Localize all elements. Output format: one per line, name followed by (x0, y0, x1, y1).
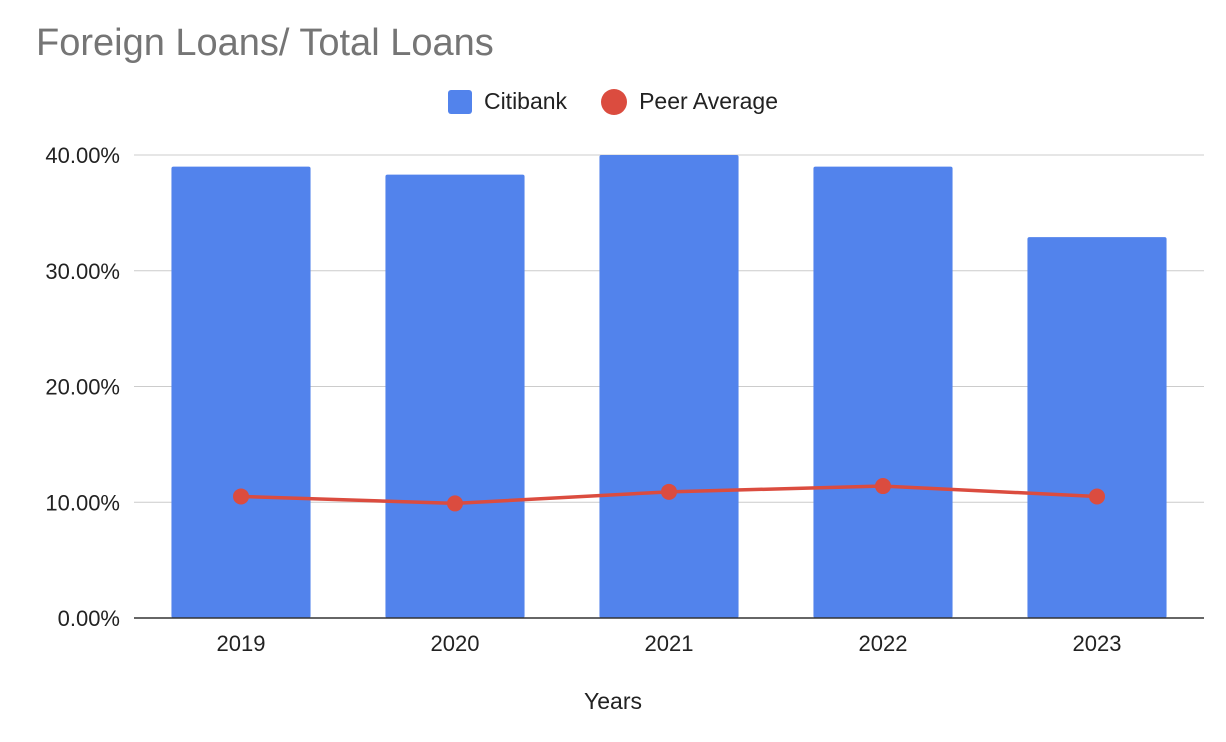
bar-citibank (171, 166, 311, 618)
bar-citibank (1027, 237, 1167, 618)
x-tick-label: 2020 (431, 631, 480, 656)
legend-label-citibank: Citibank (483, 88, 568, 114)
legend-item-citibank[interactable]: Citibank (447, 88, 568, 115)
y-tick-label: 0.00% (58, 606, 120, 631)
bar-citibank (599, 155, 739, 618)
x-axis-label: Years (584, 688, 642, 714)
y-tick-label: 10.00% (45, 490, 120, 515)
point-peer-average (661, 483, 677, 500)
x-tick-label: 2023 (1073, 631, 1122, 656)
legend-swatch-citibank (447, 89, 472, 114)
legend-item-peer-average[interactable]: Peer Average (601, 88, 778, 115)
bar-citibank (813, 166, 953, 618)
bar-citibank (385, 174, 525, 619)
legend-swatch-peer-average (601, 88, 628, 115)
x-tick-label: 2019 (217, 631, 266, 656)
y-tick-label: 20.00% (45, 375, 120, 400)
x-tick-label: 2021 (645, 631, 694, 656)
y-tick-label: 30.00% (45, 259, 120, 284)
point-peer-average (875, 478, 891, 495)
legend: Citibank Peer Average (0, 88, 1226, 115)
chart-title: Foreign Loans/ Total Loans (36, 22, 494, 64)
point-peer-average (1089, 488, 1105, 505)
legend-label-peer-average: Peer Average (639, 88, 779, 114)
point-peer-average (233, 488, 249, 505)
x-tick-label: 2022 (859, 631, 908, 656)
point-peer-average (447, 495, 463, 512)
y-tick-label: 40.00% (45, 143, 120, 168)
